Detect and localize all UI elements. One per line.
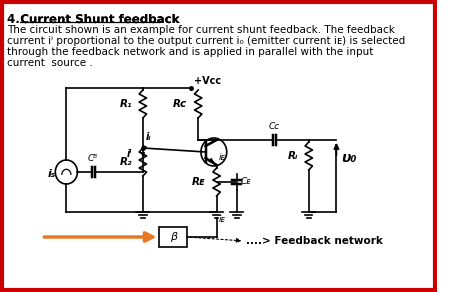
Text: Current Shunt feedback: Current Shunt feedback <box>20 13 179 26</box>
Text: current  source .: current source . <box>8 58 93 68</box>
Text: Cᴇ: Cᴇ <box>241 178 251 187</box>
Text: :: : <box>158 13 163 26</box>
Text: ....> Feedback network: ....> Feedback network <box>246 236 383 246</box>
Text: β: β <box>170 232 177 242</box>
Bar <box>159 227 187 247</box>
Text: Rₗ: Rₗ <box>287 151 298 161</box>
Text: The circuit shown is an example for current shunt feedback. The feedback: The circuit shown is an example for curr… <box>8 25 395 35</box>
Text: current iⁱ proportional to the output current i₀ (emitter current iᴇ) is selecte: current iⁱ proportional to the output cu… <box>8 36 406 46</box>
Text: iᴇ: iᴇ <box>219 215 225 224</box>
Text: iⁱ: iⁱ <box>127 149 133 159</box>
Text: R₁: R₁ <box>119 99 132 109</box>
Text: +Vcc: +Vcc <box>193 76 221 86</box>
Text: Rᴇ: Rᴇ <box>192 177 206 187</box>
Text: Rᴄ: Rᴄ <box>173 99 187 109</box>
Text: iᴇ: iᴇ <box>219 153 225 162</box>
Text: υ₀: υ₀ <box>341 151 356 165</box>
Text: R₂: R₂ <box>119 157 132 167</box>
Text: iₛ: iₛ <box>48 169 56 179</box>
Text: Cᴮ: Cᴮ <box>88 154 98 163</box>
Text: 4.: 4. <box>8 13 24 26</box>
Text: Cᴄ: Cᴄ <box>268 122 279 131</box>
Text: through the feedback network and is applied in parallel with the input: through the feedback network and is appl… <box>8 47 374 57</box>
Text: iᵢ: iᵢ <box>146 132 151 142</box>
